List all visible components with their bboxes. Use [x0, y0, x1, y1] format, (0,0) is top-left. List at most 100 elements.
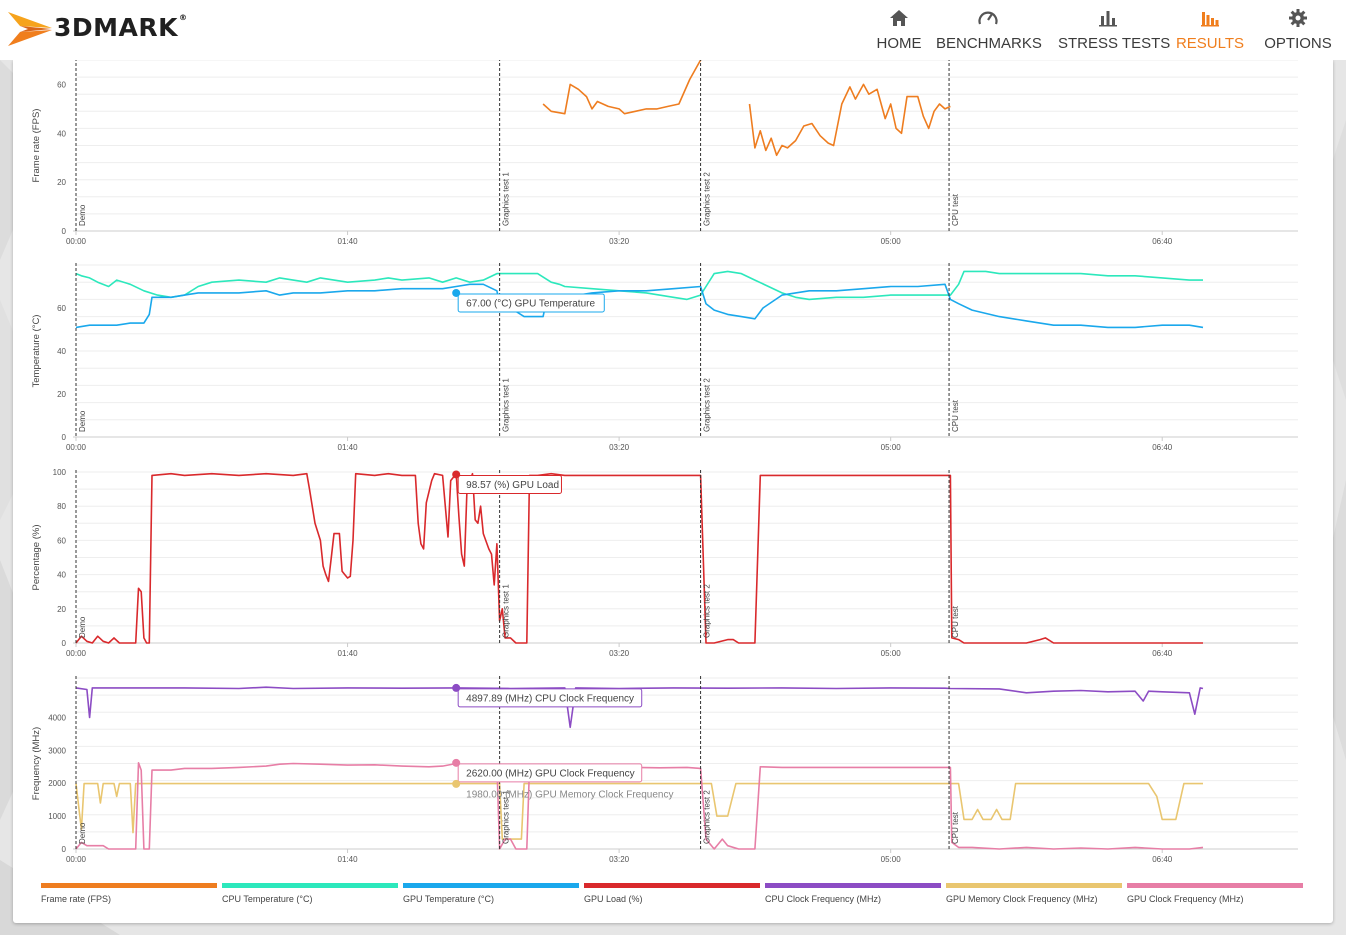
tooltip-box — [457, 293, 605, 313]
x-tick-label: 01:40 — [338, 855, 359, 864]
series-line — [542, 49, 707, 115]
y-tick-label: 60 — [57, 304, 66, 313]
y-tick-label: 4000 — [48, 713, 66, 722]
series-line — [75, 782, 1203, 840]
x-tick-label: 05:00 — [881, 237, 902, 246]
legend-label: GPU Clock Frequency (MHz) — [1127, 894, 1244, 904]
legend-item-fps[interactable]: Frame rate (FPS) — [41, 883, 217, 904]
y-tick-label: 20 — [57, 390, 66, 399]
tooltip-text: 2620.00 (MHz) GPU Clock Frequency — [466, 768, 634, 779]
x-tick-label: 01:40 — [338, 443, 359, 452]
legend-swatch — [946, 883, 1122, 888]
monitoring-charts: 0 20 40 60 Frame rate (FPS) 00:00 01:40 03:20 05… — [31, 49, 1298, 864]
legend-item-cpu-temperature[interactable]: CPU Temperature (°C) — [222, 883, 398, 904]
y-tick-label: 0 — [62, 639, 67, 648]
legend-label: CPU Clock Frequency (MHz) — [765, 894, 882, 904]
tooltip-text: 1980.00 (MHz) GPU Memory Clock Frequency — [466, 789, 673, 800]
tooltip-text: 4897.89 (MHz) CPU Clock Frequency — [466, 693, 634, 704]
y-tick-label: 80 — [57, 502, 66, 511]
tooltip-point — [452, 470, 461, 479]
tooltip: 2620.00 (MHz) GPU Clock Frequency — [452, 758, 643, 783]
x-tick-label: 00:00 — [66, 443, 87, 452]
gear-icon — [1289, 9, 1307, 27]
series-line — [75, 283, 1204, 329]
x-tick-label: 03:20 — [609, 855, 630, 864]
y-tick-label: 40 — [57, 347, 66, 356]
tooltip: 67.00 (°C) GPU Temperature — [452, 288, 605, 313]
nav-home[interactable]: HOME — [868, 0, 930, 60]
tooltip: 1980.00 (MHz) GPU Memory Clock Frequency — [452, 779, 673, 800]
y-axis-label: Temperature (°C) — [31, 315, 42, 388]
series-line — [75, 762, 1204, 850]
y-axis-label: Frequency (MHz) — [31, 727, 42, 800]
tooltip-point — [452, 288, 461, 297]
nav-options[interactable]: OPTIONS — [1262, 0, 1334, 60]
y-axis-label: Frame rate (FPS) — [31, 109, 42, 183]
frequency-chart: 0 1000 2000 3000 4000 Frequency (MHz) 00:00 01:… — [31, 676, 1298, 864]
app-logo-text[interactable]: 3DMARK® — [54, 13, 188, 42]
gauge-icon — [978, 11, 998, 25]
test-marker-label: Graphics test 2 — [703, 172, 712, 226]
y-tick-label: 3000 — [48, 746, 66, 755]
nav-benchmarks[interactable]: BENCHMARKS — [936, 0, 1042, 60]
tooltip: 98.57 (%) GPU Load — [452, 470, 562, 494]
test-marker-label: Demo — [78, 616, 87, 638]
tooltip-point — [452, 779, 461, 788]
x-tick-label: 03:20 — [609, 443, 630, 452]
tooltip-point — [452, 758, 461, 767]
x-tick-label: 00:00 — [66, 649, 87, 658]
nav-home-label: HOME — [876, 35, 922, 52]
x-tick-label: 05:00 — [881, 443, 902, 452]
y-tick-label: 2000 — [48, 779, 66, 788]
legend-label: CPU Temperature (°C) — [222, 894, 313, 904]
x-tick-label: 00:00 — [66, 855, 87, 864]
legend-swatch — [403, 883, 579, 888]
x-tick-label: 00:00 — [66, 237, 87, 246]
nav-stress-tests-label: STRESS TESTS — [1058, 35, 1171, 52]
legend-item-gpu-clock[interactable]: GPU Clock Frequency (MHz) — [1127, 883, 1303, 904]
fps-chart: 0 20 40 60 Frame rate (FPS) 00:00 01:40 03:20 05… — [31, 49, 1298, 246]
app-header: 3DMARK® HOME BENCHMARKS STRESS TESTS — [0, 0, 1346, 60]
tooltip-box — [457, 763, 643, 783]
test-marker-label: CPU test — [951, 193, 960, 226]
x-tick-label: 06:40 — [1152, 649, 1173, 658]
home-icon — [890, 10, 908, 26]
x-tick-label: 06:40 — [1152, 237, 1173, 246]
x-tick-label: 01:40 — [338, 237, 359, 246]
legend-item-gpu-temperature[interactable]: GPU Temperature (°C) — [403, 883, 579, 904]
y-tick-label: 40 — [57, 571, 66, 580]
y-tick-label: 60 — [57, 536, 66, 545]
gpu-load-chart: 0 20 40 60 80 100 Percentage (%) 00:00 01:40 03:2… — [31, 468, 1298, 658]
legend-label: GPU Temperature (°C) — [403, 894, 494, 904]
x-tick-label: 06:40 — [1152, 443, 1173, 452]
nav-results[interactable]: RESULTS — [1174, 0, 1246, 60]
y-tick-label: 20 — [57, 605, 66, 614]
nav-options-label: OPTIONS — [1264, 35, 1332, 52]
y-tick-label: 1000 — [48, 812, 66, 821]
y-tick-label: 100 — [53, 468, 67, 477]
legend-label: Frame rate (FPS) — [41, 894, 112, 904]
legend-item-gpu-load[interactable]: GPU Load (%) — [584, 883, 760, 904]
legend-swatch — [222, 883, 398, 888]
test-marker-label: Graphics test 2 — [703, 378, 712, 432]
legend-label: GPU Memory Clock Frequency (MHz) — [946, 894, 1098, 904]
test-marker-label: Demo — [78, 204, 87, 226]
series-line — [75, 270, 1203, 301]
y-tick-label: 40 — [57, 129, 66, 138]
series-line — [75, 472, 1203, 644]
legend-swatch — [765, 883, 941, 888]
x-tick-label: 03:20 — [609, 237, 630, 246]
y-tick-label: 0 — [62, 227, 67, 236]
test-marker-label: Graphics test 1 — [502, 790, 511, 844]
nav-results-label: RESULTS — [1175, 35, 1245, 52]
bars-icon — [1099, 11, 1117, 27]
nav-benchmarks-label: BENCHMARKS — [936, 35, 1042, 52]
legend-item-cpu-clock[interactable]: CPU Clock Frequency (MHz) — [765, 883, 941, 904]
test-marker-label: CPU test — [951, 811, 960, 844]
test-marker-label: Demo — [78, 410, 87, 432]
results-bars-icon — [1201, 12, 1219, 27]
nav-stress-tests[interactable]: STRESS TESTS — [1058, 0, 1171, 60]
x-tick-label: 05:00 — [881, 649, 902, 658]
test-marker-label: Graphics test 1 — [502, 378, 511, 432]
legend-item-gpu-memory-clock[interactable]: GPU Memory Clock Frequency (MHz) — [946, 883, 1122, 904]
